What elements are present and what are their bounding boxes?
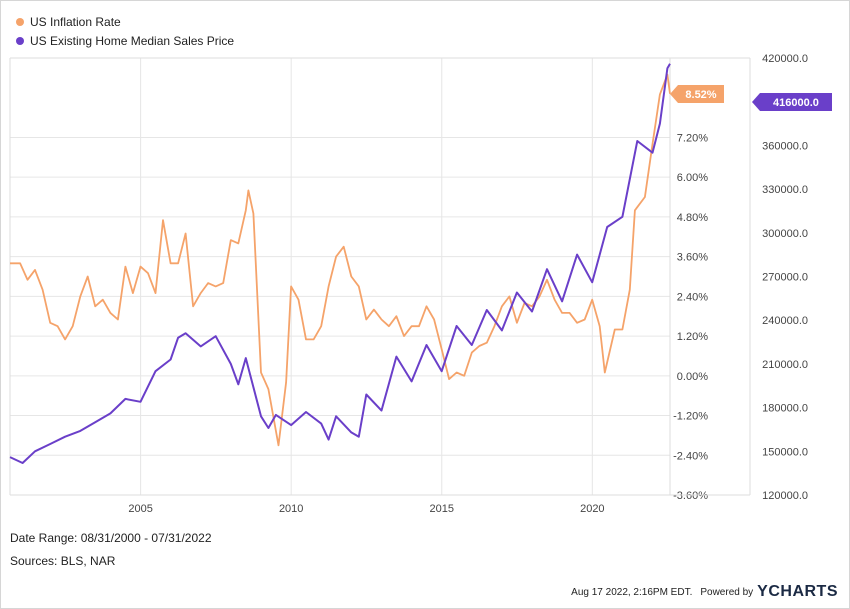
chart-legend: US Inflation Rate US Existing Home Media…	[16, 12, 234, 50]
legend-dot-home-price-icon	[16, 36, 24, 45]
logo-y: Y	[757, 583, 769, 600]
ycharts-logo[interactable]: YCHARTS	[757, 583, 838, 601]
left-axis-tick-label: 1.20%	[677, 331, 708, 343]
x-tick-label-2005: 2005	[128, 503, 152, 515]
home-price-line	[9, 63, 671, 464]
right-axis-tick-label: 420000.0	[762, 53, 808, 65]
legend-item-inflation[interactable]: US Inflation Rate	[16, 12, 234, 31]
left-axis-tick-label: -2.40%	[673, 450, 708, 462]
left-axis-tick-label: -1.20%	[673, 411, 708, 423]
legend-dot-inflation-icon	[16, 17, 24, 26]
legend-label-home-price: US Existing Home Median Sales Price	[30, 33, 235, 48]
sources-text: Sources: BLS, NAR	[10, 554, 116, 568]
home-price-last-value-badge-shape	[752, 93, 832, 111]
left-axis-tick-label: 7.20%	[677, 132, 708, 144]
x-tick-label-2015: 2015	[430, 503, 454, 515]
inflation-last-value-badge: 8.52%	[670, 85, 724, 103]
left-axis-tick-label: 3.60%	[677, 252, 708, 264]
left-axis-tick-label: -3.60%	[673, 490, 708, 502]
right-axis-tick-label: 240000.0	[762, 315, 808, 327]
left-axis-tick-label: 6.00%	[677, 172, 708, 184]
right-axis-tick-label: 150000.0	[762, 446, 808, 458]
right-axis-tick-label: 360000.0	[762, 140, 808, 152]
right-axis-tick-label: 120000.0	[762, 490, 808, 502]
inflation-last-value-badge-text: 8.52%	[685, 89, 716, 101]
date-range-text: Date Range: 08/31/2000 - 07/31/2022	[10, 531, 212, 545]
legend-label-inflation: US Inflation Rate	[30, 14, 121, 29]
inflation-last-value-badge-shape	[670, 85, 724, 103]
left-axis-tick-label: 2.40%	[677, 291, 708, 303]
right-axis-tick-label: 330000.0	[762, 184, 808, 196]
inflation-rate-line	[10, 73, 671, 447]
home-price-last-value-badge: 416000.0	[752, 93, 832, 111]
home-price-last-value-badge-text: 416000.0	[773, 97, 819, 109]
legend-item-home-price[interactable]: US Existing Home Median Sales Price	[16, 31, 234, 50]
timestamp-text: Aug 17 2022, 2:16PM EDT.	[571, 586, 693, 598]
right-axis-tick-label: 180000.0	[762, 403, 808, 415]
right-axis-tick-label: 270000.0	[762, 272, 808, 284]
left-axis-tick-label: 4.80%	[677, 212, 708, 224]
powered-by-text: Powered by	[700, 586, 754, 598]
logo-rest: CHARTS	[768, 583, 838, 600]
right-axis-tick-label: 210000.0	[762, 359, 808, 371]
footer: Aug 17 2022, 2:16PM EDT. Powered by YCHA…	[571, 583, 838, 601]
x-tick-label-2010: 2010	[279, 503, 303, 515]
x-tick-label-2020: 2020	[580, 503, 604, 515]
right-axis-tick-label: 300000.0	[762, 228, 808, 240]
left-axis-tick-label: 0.00%	[677, 371, 708, 383]
